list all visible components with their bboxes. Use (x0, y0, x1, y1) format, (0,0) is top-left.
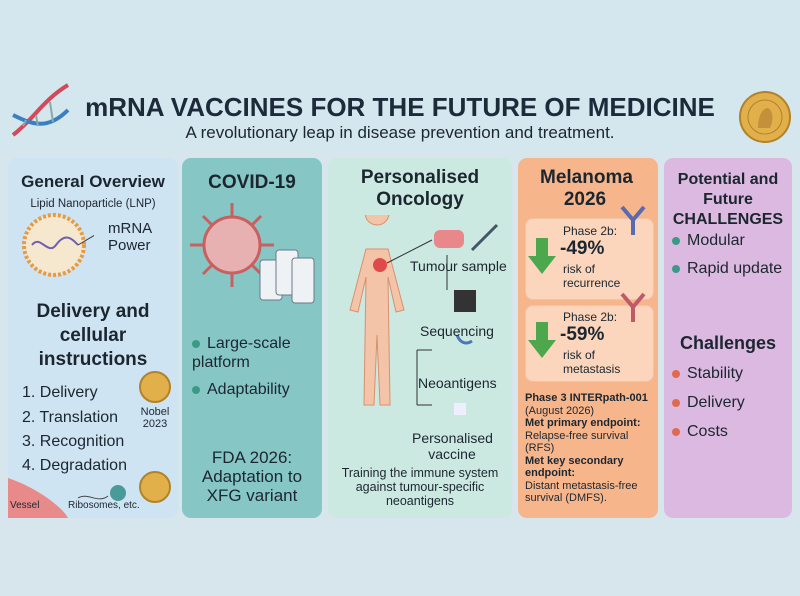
nobel-medal (139, 471, 171, 503)
result-value: -59% (560, 324, 605, 345)
section-heading: Delivery and cellular instructions (36, 301, 150, 370)
vessel-icon (8, 478, 126, 518)
lnp-icon (22, 213, 94, 277)
caption: Training the immune system against tumou… (341, 466, 499, 508)
endpoint-heading: Met primary endpoint: (525, 417, 641, 429)
step-label: Personalised vaccine (412, 430, 493, 462)
dna-icon (11, 83, 70, 137)
panel-title: Potential and Future CHALLENGES (672, 171, 784, 228)
step-label: Neoantigens (418, 375, 497, 391)
challenge: Costs (672, 423, 728, 441)
lnp-label: Lipid Nanoparticle (LNP) (30, 198, 156, 210)
title: mRNA VACCINES FOR THE FUTURE OF MEDICINE (85, 92, 715, 122)
nobel-medal (739, 91, 791, 143)
panel-title: COVID-19 (208, 172, 296, 193)
phase: Phase 2b: (563, 310, 618, 324)
result-label: risk of recurrence (563, 262, 621, 290)
challenges-heading: Challenges (679, 333, 777, 353)
phase: Phase 2b: (563, 224, 618, 238)
subtitle: A revolutionary leap in disease preventi… (185, 123, 615, 142)
down-arrow (528, 238, 556, 274)
result-value: -49% (560, 238, 605, 259)
trial: Phase 3 INTERpath-001 (525, 392, 648, 404)
step-label: Sequencing (420, 323, 494, 339)
header-band (0, 0, 800, 152)
oncology-panel (328, 158, 512, 518)
bullet: Large-scale platform (192, 334, 317, 372)
down-arrow (528, 322, 556, 358)
step: 1. Delivery (22, 384, 98, 401)
nobel-medal (139, 371, 171, 403)
challenge: Stability (672, 365, 743, 383)
endpoint: Relapse-free survival (RFS) (525, 429, 629, 455)
antibody-icon (620, 205, 646, 235)
step: 4. Degradation (22, 457, 127, 474)
note: FDA 2026: Adaptation to XFG variant (201, 448, 303, 505)
panel-title: Personalised Oncology (360, 167, 480, 210)
result-label: risk of metastasis (563, 348, 621, 376)
vessel-label: Vessel (10, 500, 40, 511)
challenge: Delivery (672, 394, 745, 412)
panel-title: General Overview (21, 172, 165, 191)
virus-icon (190, 203, 315, 304)
bullet: Adaptability (192, 381, 317, 399)
endpoint: Distant metastasis-free survival (DMFS). (525, 479, 638, 505)
antibody-icon (620, 292, 646, 322)
ribosomes-label: Ribosomes, etc. (68, 500, 140, 511)
bullet: Modular (672, 232, 745, 250)
oncology-diagram (349, 215, 499, 415)
bullet: Rapid update (672, 260, 782, 278)
mrna-label: mRNA Power (108, 220, 152, 254)
step: 2. Translation (22, 409, 119, 426)
nobel-label: Nobel 2023 (140, 406, 170, 430)
trial-date: (August 2026) (525, 404, 595, 417)
overview-panel (8, 158, 178, 518)
endpoint-heading: Met key secondary endpoint: (525, 454, 624, 480)
panel-title: Melanoma 2026 (540, 167, 633, 210)
future-panel (664, 158, 792, 518)
step-label: Tumour sample (410, 258, 507, 274)
trial-info: Phase 3 INTERpath-001 (August 2026) Met … (525, 392, 655, 505)
step: 3. Recognition (22, 433, 125, 450)
